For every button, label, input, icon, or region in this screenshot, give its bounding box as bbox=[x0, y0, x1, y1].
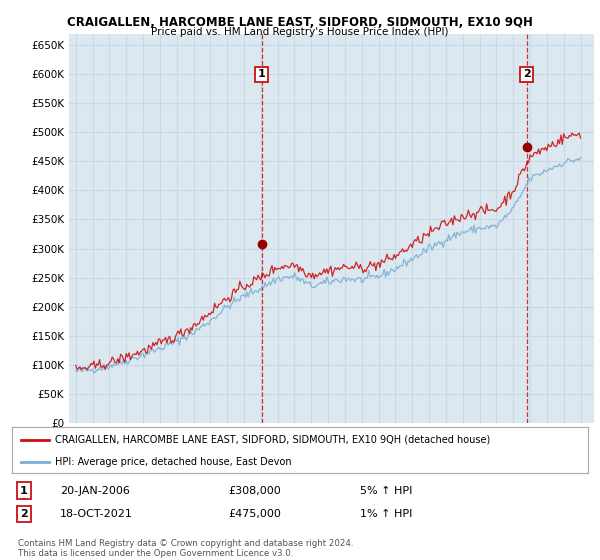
Text: Price paid vs. HM Land Registry's House Price Index (HPI): Price paid vs. HM Land Registry's House … bbox=[151, 27, 449, 37]
Text: HPI: Average price, detached house, East Devon: HPI: Average price, detached house, East… bbox=[55, 457, 292, 466]
Text: 2: 2 bbox=[523, 69, 530, 80]
Text: 1: 1 bbox=[20, 486, 28, 496]
Text: 5% ↑ HPI: 5% ↑ HPI bbox=[360, 486, 412, 496]
Text: CRAIGALLEN, HARCOMBE LANE EAST, SIDFORD, SIDMOUTH, EX10 9QH (detached house): CRAIGALLEN, HARCOMBE LANE EAST, SIDFORD,… bbox=[55, 435, 490, 445]
Text: 2: 2 bbox=[20, 509, 28, 519]
Text: 20-JAN-2006: 20-JAN-2006 bbox=[60, 486, 130, 496]
Text: 1: 1 bbox=[258, 69, 266, 80]
Text: Contains HM Land Registry data © Crown copyright and database right 2024.
This d: Contains HM Land Registry data © Crown c… bbox=[18, 539, 353, 558]
Text: £475,000: £475,000 bbox=[228, 509, 281, 519]
Text: 18-OCT-2021: 18-OCT-2021 bbox=[60, 509, 133, 519]
Text: 1% ↑ HPI: 1% ↑ HPI bbox=[360, 509, 412, 519]
Text: £308,000: £308,000 bbox=[228, 486, 281, 496]
Text: CRAIGALLEN, HARCOMBE LANE EAST, SIDFORD, SIDMOUTH, EX10 9QH: CRAIGALLEN, HARCOMBE LANE EAST, SIDFORD,… bbox=[67, 16, 533, 29]
